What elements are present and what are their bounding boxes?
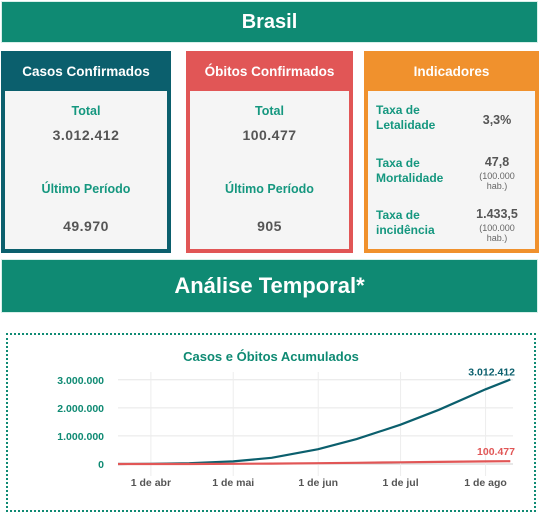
cases-series-line <box>117 378 511 466</box>
y-tick-label: 1.000.000 <box>57 431 104 443</box>
indicators-card: Indicadores Taxa de Letalidade 3,3% Taxa … <box>364 51 539 253</box>
x-tick-label: 1 de jun <box>298 477 338 489</box>
confirmed-deaths-title: Óbitos Confirmados <box>204 64 335 79</box>
deaths-period-label: Último Período <box>225 182 314 196</box>
deaths-series-line <box>118 460 511 466</box>
deaths-total-label: Total <box>255 104 284 118</box>
chart-title: Casos e Óbitos Acumulados <box>183 349 359 364</box>
cumulative-line-chart: 0 1.000.000 2.000.000 3.000.000 1 de abr 1 de… <box>57 366 515 489</box>
confirmed-cases-title: Casos Confirmados <box>22 64 150 79</box>
confirmed-cases-card: Casos Confirmados Total 3.012.412 Último… <box>1 51 171 253</box>
indicators-title: Indicadores <box>413 64 490 79</box>
cumulative-chart-panel: Casos e Óbitos Acumulados 0 1.000.000 2.00… <box>6 333 536 512</box>
indicator-mortality-name: Taxa de Mortalidade <box>376 156 444 185</box>
cases-total-value: 3.012.412 <box>52 127 120 143</box>
cases-end-label: 3.012.412 <box>468 366 515 378</box>
y-tick-label: 0 <box>98 459 104 471</box>
confirmed-cases-body: Total 3.012.412 Último Período 49.970 <box>5 91 167 249</box>
confirmed-deaths-card: Óbitos Confirmados Total 100.477 Último … <box>186 51 353 253</box>
indicator-mortality-value: 47,8 (100.000 hab.) <box>479 155 515 191</box>
x-tick-label: 1 de mai <box>212 477 254 489</box>
cases-total-label: Total <box>71 104 101 118</box>
deaths-total-value: 100.477 <box>242 127 297 143</box>
cases-period-label: Último Período <box>41 182 131 196</box>
x-tick-label: 1 de ago <box>464 477 507 489</box>
y-tick-label: 3.000.000 <box>57 375 104 387</box>
country-title: Brasil <box>1 1 538 43</box>
indicators-body: Taxa de Letalidade 3,3% Taxa de Mortalidad… <box>368 91 535 249</box>
x-tick-label: 1 de jul <box>382 477 418 489</box>
indicator-lethality-name: Taxa de Letalidade <box>376 103 436 132</box>
temporal-analysis-title: Análise Temporal* <box>1 259 538 313</box>
deaths-period-value: 905 <box>257 218 282 234</box>
confirmed-deaths-body: Total 100.477 Último Período 905 <box>190 91 349 249</box>
indicator-lethality-value: 3,3% <box>482 113 512 127</box>
indicator-incidence-name: Taxa de incidência <box>376 208 435 237</box>
cases-period-value: 49.970 <box>63 218 109 234</box>
x-tick-label: 1 de abr <box>131 477 171 489</box>
deaths-end-label: 100.477 <box>477 446 515 458</box>
y-tick-label: 2.000.000 <box>57 403 104 415</box>
indicator-incidence-value: 1.433,5 (100.000 hab.) <box>476 207 518 243</box>
